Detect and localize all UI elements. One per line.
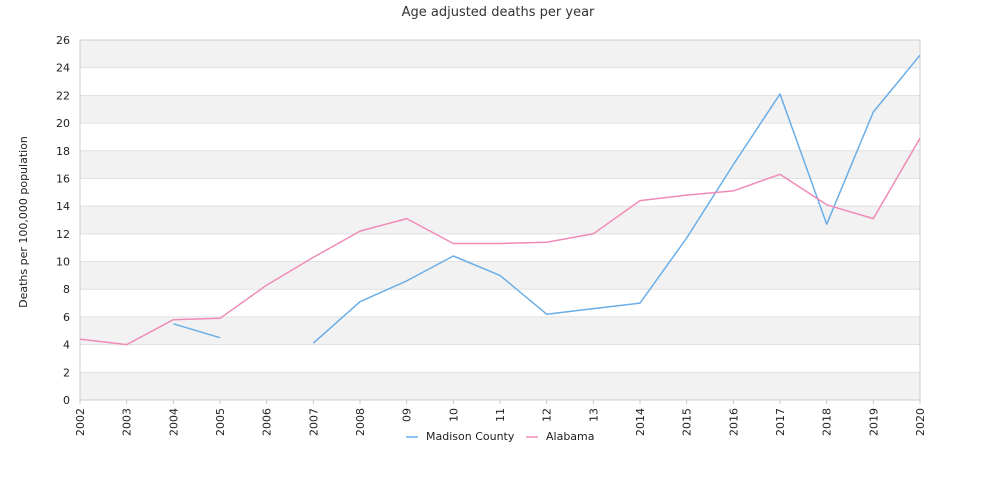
grid-band [80, 372, 920, 400]
legend-label-madison-county: Madison County [426, 430, 515, 443]
grid-band [80, 40, 920, 68]
y-tick-label: 16 [56, 172, 70, 185]
legend-item-alabama[interactable]: Alabama [526, 430, 595, 443]
series-line-alabama [79, 137, 921, 346]
y-tick-label: 20 [56, 117, 70, 130]
y-tick-label: 18 [56, 145, 70, 158]
y-tick-label: 4 [63, 339, 70, 352]
x-tick-label: 2016 [727, 408, 740, 436]
grid-bands [80, 40, 920, 400]
y-tick-label: 10 [56, 256, 70, 269]
x-tick-label: 2020 [914, 408, 927, 436]
x-tick-label: 2019 [867, 408, 880, 436]
x-tick-label: 12 [541, 408, 554, 422]
y-tick-label: 8 [63, 283, 70, 296]
x-tick-label: 2017 [774, 408, 787, 436]
x-tick-label: 11 [494, 408, 507, 422]
x-tick-label: 13 [587, 408, 600, 422]
y-tick-label: 0 [63, 394, 70, 407]
x-tick-label: 10 [447, 408, 460, 422]
y-tick-label: 6 [63, 311, 70, 324]
series-line-madison-county [173, 323, 221, 339]
legend-item-madison-county[interactable]: Madison County [406, 430, 515, 443]
x-tick-label: 2002 [74, 408, 87, 436]
grid-band [80, 316, 920, 345]
grid-band [80, 95, 920, 124]
y-tick-label: 2 [63, 366, 70, 379]
legend-label-alabama: Alabama [546, 430, 595, 443]
grid-band [80, 206, 920, 234]
y-tick-label: 22 [56, 89, 70, 102]
y-tick-label: 14 [56, 200, 70, 213]
y-tick-label: 12 [56, 228, 70, 241]
y-tick-label: 26 [56, 34, 70, 47]
x-tick-label: 2018 [821, 408, 834, 436]
x-tick-label: 2007 [307, 408, 320, 436]
x-tick-label: 2015 [681, 408, 694, 436]
x-tick-label: 2006 [261, 408, 274, 436]
x-tick-label: 2008 [354, 408, 367, 436]
chart-title: Age adjusted deaths per year [402, 5, 595, 20]
series-lines [79, 54, 921, 346]
x-tick-label: 2003 [121, 408, 134, 436]
y-tick-label: 24 [56, 62, 70, 75]
x-tick-label: 2004 [167, 408, 180, 436]
x-tick-label: 2014 [634, 408, 647, 436]
series-line-madison-county [312, 54, 921, 344]
x-tick-label: 09 [401, 408, 414, 422]
grid-band [80, 150, 920, 179]
legend[interactable]: Madison County Alabama [406, 430, 595, 443]
x-axis-ticks: 2002 2003 2004 2005 2006 2007 2008 09 10 11 12 13 20… [74, 400, 927, 436]
x-tick-label: 2005 [214, 408, 227, 436]
y-axis-label: Deaths per 100,000 population [17, 136, 30, 308]
